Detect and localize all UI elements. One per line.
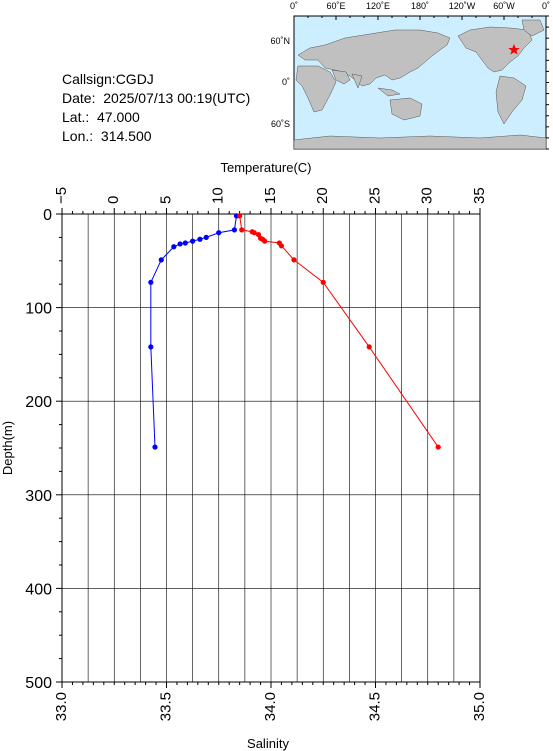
temperature-tick-label: 15: [262, 187, 279, 204]
station-info: Callsign:CGDJ Date: 2025/07/13 00:19(UTC…: [62, 70, 250, 146]
salinity-point: [366, 344, 372, 350]
map-longitude-label: 0˚: [290, 1, 298, 11]
salinity-line: [239, 215, 439, 448]
map-longitude-label: 180˚: [411, 1, 429, 11]
depth-tick-label: 400: [25, 581, 52, 598]
map-longitude-label: 60˚W: [493, 1, 515, 11]
temperature-tick-label: 20: [314, 187, 331, 204]
map-latitude-label: 0˚: [282, 77, 290, 87]
chart-grid: [61, 213, 481, 683]
latitude-text: Lat.: 47.000: [62, 109, 140, 125]
salinity-tick-label: 35.0: [471, 692, 488, 721]
map-longitude-label: 120˚W: [449, 1, 476, 11]
temperature-point: [216, 230, 222, 236]
salinity-point: [320, 279, 326, 285]
temperature-tick-labels: −5 0 5 10 15 20 25 30 35: [53, 187, 488, 204]
salinity-point: [278, 243, 285, 249]
temperature-point: [231, 227, 238, 233]
depth-tick-label: 100: [25, 301, 52, 318]
map-longitude-labels: 0˚ 60˚E 120˚E 180˚ 120˚W 60˚W 0˚: [290, 1, 550, 11]
longitude-text: Lon.: 314.500: [62, 128, 152, 144]
temperature-point: [177, 241, 183, 247]
temperature-line: [150, 215, 238, 448]
date-text: Date: 2025/07/13 00:19(UTC): [62, 90, 251, 106]
salinity-point: [239, 227, 245, 233]
temperature-point: [203, 234, 209, 240]
station-marker-icon: [508, 44, 520, 55]
depth-tick-label: 500: [25, 675, 52, 692]
temperature-axis-label: Temperature(C): [220, 160, 311, 175]
map-longitude-label: 120˚E: [366, 1, 390, 11]
temperature-point: [190, 238, 196, 244]
map-ticks: [293, 15, 549, 150]
temperature-point: [148, 344, 154, 350]
callsign-text: Callsign:CGDJ: [62, 71, 154, 87]
temperature-point: [148, 279, 154, 285]
salinity-tick-labels: 33.0 33.5 34.0 34.5 35.0: [53, 692, 488, 721]
salinity-point: [237, 213, 243, 219]
depth-tick-label: 200: [25, 394, 52, 411]
temperature-point: [182, 240, 188, 246]
temperature-tick-label: 5: [157, 196, 174, 204]
depth-tick-label: 0: [43, 207, 52, 224]
depth-tick-label: 300: [25, 488, 52, 505]
temperature-point: [152, 444, 158, 450]
temperature-tick-label: −5: [53, 187, 70, 204]
temperature-tick-label: 0: [105, 196, 122, 204]
temperature-point: [197, 236, 203, 242]
chart-ticks: [56, 208, 481, 688]
temperature-point: [158, 257, 164, 263]
map-latitude-label: 60˚S: [271, 119, 290, 129]
salinity-tick-label: 34.5: [366, 692, 383, 721]
map-longitude-label: 0˚: [542, 1, 550, 11]
salinity-tick-label: 33.5: [157, 692, 174, 721]
temperature-tick-label: 10: [210, 187, 227, 204]
map-land: [293, 19, 547, 150]
chart-series: [148, 213, 441, 450]
salinity-point: [435, 444, 441, 450]
map-latitude-label: 60˚N: [270, 36, 290, 46]
temperature-point: [171, 244, 177, 250]
temperature-tick-label: 35: [471, 187, 488, 204]
salinity-point: [262, 238, 268, 244]
depth-axis-label: Depth(m): [0, 421, 15, 475]
salinity-tick-label: 34.0: [262, 692, 279, 721]
map-latitude-labels: 60˚N 0˚ 60˚S: [270, 36, 290, 129]
map-longitude-label: 60˚E: [326, 1, 345, 11]
temperature-tick-label: 25: [366, 187, 383, 204]
salinity-axis-label: Salinity: [247, 736, 289, 751]
depth-tick-labels: 0 100 200 300 400 500: [25, 207, 52, 692]
salinity-point: [251, 230, 257, 236]
temperature-tick-label: 30: [419, 187, 436, 204]
salinity-tick-label: 33.0: [53, 692, 70, 721]
salinity-point: [291, 257, 297, 263]
